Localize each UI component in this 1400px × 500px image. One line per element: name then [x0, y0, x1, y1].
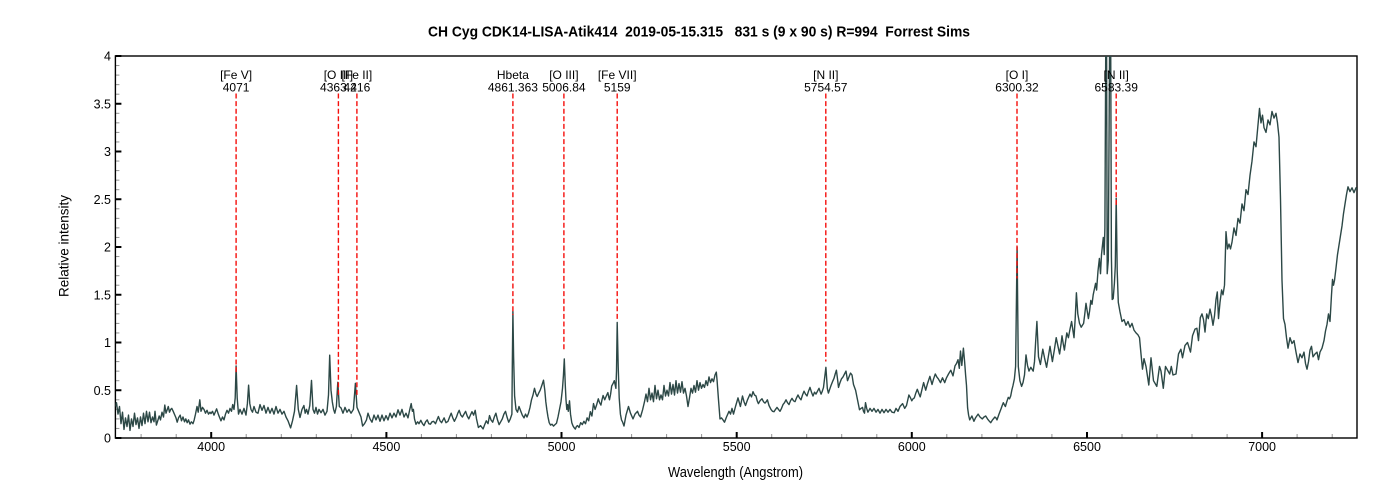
svg-text:2.5: 2.5	[94, 193, 111, 207]
svg-text:[N II]: [N II]	[1104, 68, 1129, 82]
svg-text:4861.363: 4861.363	[488, 81, 538, 95]
svg-text:5006.84: 5006.84	[542, 81, 586, 95]
svg-text:1: 1	[104, 336, 111, 350]
svg-text:[O III]: [O III]	[324, 68, 353, 82]
svg-text:6300.32: 6300.32	[995, 81, 1039, 95]
svg-text:6500: 6500	[1073, 440, 1101, 454]
svg-text:4500: 4500	[372, 440, 400, 454]
svg-text:4071: 4071	[223, 81, 250, 95]
svg-text:0.5: 0.5	[94, 384, 111, 398]
svg-text:[N II]: [N II]	[813, 68, 838, 82]
svg-text:7000: 7000	[1248, 440, 1276, 454]
svg-text:6000: 6000	[898, 440, 926, 454]
svg-text:6583.39: 6583.39	[1095, 81, 1139, 95]
svg-text:3.5: 3.5	[94, 97, 111, 111]
svg-text:[Fe VII]: [Fe VII]	[598, 68, 637, 82]
svg-text:5754.57: 5754.57	[804, 81, 848, 95]
svg-text:2: 2	[104, 241, 111, 255]
svg-text:Relative intensity: Relative intensity	[57, 195, 72, 297]
svg-text:[Fe V]: [Fe V]	[220, 68, 252, 82]
svg-text:Hbeta: Hbeta	[497, 68, 529, 82]
svg-text:3: 3	[104, 145, 111, 159]
svg-text:0: 0	[104, 432, 111, 446]
svg-text:5500: 5500	[723, 440, 751, 454]
svg-text:5159: 5159	[604, 81, 631, 95]
svg-text:4: 4	[104, 50, 111, 64]
svg-text:4000: 4000	[197, 440, 225, 454]
svg-text:1.5: 1.5	[94, 288, 111, 302]
svg-text:4416: 4416	[344, 81, 371, 95]
svg-text:[Fe II]: [Fe II]	[342, 68, 373, 82]
svg-text:5000: 5000	[548, 440, 576, 454]
svg-text:[O III]: [O III]	[549, 68, 578, 82]
svg-text:Wavelength (Angstrom): Wavelength (Angstrom)	[668, 464, 803, 481]
svg-text:4363.2: 4363.2	[320, 81, 357, 95]
svg-text:[O I]: [O I]	[1006, 68, 1029, 82]
svg-text:CH Cyg CDK14-LISA-Atik414 201: CH Cyg CDK14-LISA-Atik414 2019-05-15.315…	[428, 24, 970, 41]
